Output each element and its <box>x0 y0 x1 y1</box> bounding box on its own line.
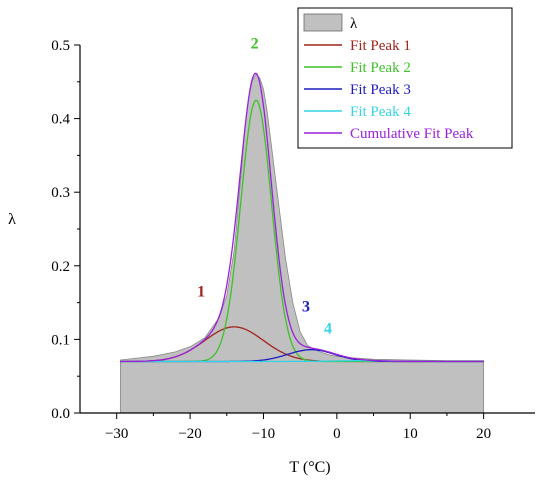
y-tick-label: 0.1 <box>51 332 70 348</box>
peak-annotations: 1 2 34 <box>197 36 332 338</box>
x-tick-label: 20 <box>476 426 491 442</box>
y-axis-title: λ <box>8 211 16 228</box>
legend-label: λ <box>350 16 358 32</box>
peak-label-2: 2 <box>251 36 259 53</box>
y-tick-label: 0.3 <box>51 185 70 201</box>
y-tick-label: 0.5 <box>51 38 70 54</box>
y-tick-label: 0.0 <box>51 406 70 422</box>
x-tick-label: −20 <box>178 426 201 442</box>
x-tick-label: −30 <box>105 426 128 442</box>
legend-label: Fit Peak 4 <box>350 104 411 120</box>
legend-swatch-area <box>303 13 343 32</box>
fit-curves <box>120 72 484 363</box>
y-tick-label: 0.2 <box>51 259 70 275</box>
legend: λ Fit Peak 1 Fit Peak 2 Fit Peak 3 Fit Peak … <box>297 7 513 149</box>
legend-label: Fit Peak 1 <box>350 38 411 54</box>
axes: −30 −20 −10 0 10 20 0.0 0.1 0.2 0.3 0.4 0.5 <box>51 38 535 442</box>
peak-label-1: 1 <box>197 284 205 301</box>
legend-label: Cumulative Fit Peak <box>350 126 474 142</box>
peak-label-4: 4 <box>324 321 332 338</box>
peak-label-3: 3 <box>302 298 310 315</box>
series-line-5 <box>120 72 484 363</box>
legend-label: Fit Peak 2 <box>350 60 411 76</box>
x-axis-title: T (°C) <box>289 459 330 476</box>
legend-label: Fit Peak 3 <box>350 82 411 98</box>
x-tick-label: 10 <box>403 426 418 442</box>
x-tick-label: 0 <box>333 426 341 442</box>
x-tick-label: −10 <box>252 426 275 442</box>
y-tick-label: 0.4 <box>51 112 70 128</box>
